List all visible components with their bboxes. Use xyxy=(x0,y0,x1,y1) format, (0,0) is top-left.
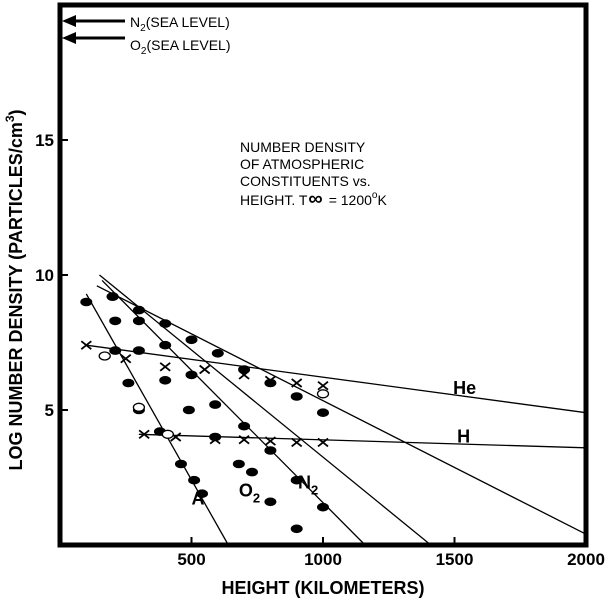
sea-level-o2-label: O2(SEA LEVEL) xyxy=(130,37,231,57)
data-point-o2-8 xyxy=(290,524,303,534)
data-point-n2-6 xyxy=(264,446,277,455)
y-tick-label-10: 10 xyxy=(35,266,54,285)
data-point-a-2 xyxy=(122,378,135,388)
data-point-o2-0 xyxy=(109,316,122,326)
series-line-n2 xyxy=(99,274,432,546)
y-axis-title: LOG NUMBER DENSITY (PARTICLES/cm3) xyxy=(3,109,26,470)
series-label-o2: O2 xyxy=(239,480,260,505)
data-point-h-0 xyxy=(138,429,150,440)
data-point-o2-7 xyxy=(264,497,277,507)
data-point-he-6 xyxy=(291,378,303,388)
data-point-n2-7 xyxy=(290,475,303,485)
data-point-o-5 xyxy=(238,365,251,374)
sea-level-n2-arrowhead xyxy=(62,15,76,27)
data-point-n2-1 xyxy=(132,316,145,326)
x-axis-title: HEIGHT (KILOMETERS) xyxy=(222,578,425,598)
data-point-o2-6 xyxy=(245,467,258,477)
chart-title-line-2: OF ATMOSPHERIC xyxy=(240,156,364,172)
open-circle-point-2 xyxy=(161,429,174,439)
data-point-n2-4 xyxy=(209,400,222,409)
open-circle-point-1 xyxy=(132,402,146,412)
data-point-o2-2 xyxy=(159,376,172,385)
data-point-a-0 xyxy=(80,297,93,307)
chart-title-line-3: CONSTITUENTS vs. xyxy=(240,173,371,189)
data-point-o-2 xyxy=(159,319,172,328)
data-point-o-7 xyxy=(290,392,303,401)
data-point-o2-5 xyxy=(232,459,245,469)
data-point-he-7 xyxy=(317,380,329,391)
sea-level-o2: O2(SEA LEVEL) xyxy=(62,32,231,57)
chart-title-line-4: HEIGHT. T∞ = 1200oK xyxy=(240,188,387,210)
chart-title: NUMBER DENSITY OF ATMOSPHERIC CONSTITUEN… xyxy=(240,139,387,210)
data-point-o2-3 xyxy=(182,405,195,415)
data-point-h-2 xyxy=(209,434,221,445)
data-point-o-3 xyxy=(185,335,198,345)
data-point-n2-8 xyxy=(317,502,329,512)
y-tick-label-5: 5 xyxy=(45,401,54,420)
series-line-o2 xyxy=(101,279,366,546)
series-labels: A O2 N2 He H xyxy=(192,378,477,509)
data-point-h-5 xyxy=(291,437,303,448)
data-point-n2-5 xyxy=(238,421,251,431)
x-tick-label-1500: 1500 xyxy=(436,550,474,569)
data-point-he-0 xyxy=(80,340,92,350)
data-point-o-4 xyxy=(211,349,224,358)
series-line-he xyxy=(86,344,587,414)
data-point-a-7 xyxy=(196,489,209,499)
data-point-a-1 xyxy=(109,346,122,355)
ticks: 500 1000 1500 2000 5 10 15 xyxy=(35,131,605,569)
sea-level-markers: N2(SEA LEVEL) O2(SEA LEVEL) xyxy=(62,14,231,57)
series-label-n2: N2 xyxy=(298,472,318,497)
data-point-n2-2 xyxy=(159,340,172,350)
data-point-o2-1 xyxy=(132,346,145,355)
series-line-a xyxy=(85,293,229,546)
chart-title-line-1: NUMBER DENSITY xyxy=(240,139,366,155)
data-point-h-3 xyxy=(238,434,250,445)
data-point-he-2 xyxy=(159,362,171,372)
x-tick-label-2000: 2000 xyxy=(567,550,605,569)
series-points xyxy=(80,292,330,534)
data-point-a-6 xyxy=(188,475,201,485)
data-point-he-3 xyxy=(199,364,211,375)
x-tick-label-1000: 1000 xyxy=(304,550,342,569)
data-point-o-0 xyxy=(106,292,119,301)
sea-level-n2: N2(SEA LEVEL) xyxy=(62,14,230,34)
y-tick-label-15: 15 xyxy=(35,131,54,150)
series-label-he: He xyxy=(453,378,476,398)
data-point-he-5 xyxy=(264,375,276,386)
series-line-o xyxy=(96,285,587,535)
data-point-h-4 xyxy=(264,436,276,446)
open-circle-point-0 xyxy=(98,351,111,361)
data-point-he-4 xyxy=(238,370,250,380)
sea-level-n2-label: N2(SEA LEVEL) xyxy=(130,14,230,34)
x-tick-label-500: 500 xyxy=(177,550,205,569)
series-label-h: H xyxy=(457,426,470,446)
plot-frame xyxy=(57,2,589,548)
data-point-o-1 xyxy=(132,305,145,315)
open-circle-point-3 xyxy=(316,389,330,399)
series-label-a: A xyxy=(192,489,205,509)
sea-level-o2-arrowhead xyxy=(62,32,76,44)
data-point-h-6 xyxy=(317,437,329,448)
data-point-he-1 xyxy=(120,353,132,364)
data-point-o-8 xyxy=(317,408,329,418)
data-point-n2-3 xyxy=(185,370,198,380)
data-point-a-5 xyxy=(174,459,187,469)
